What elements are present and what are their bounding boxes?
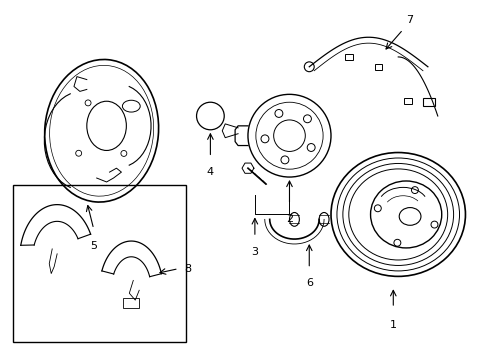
Bar <box>374 64 382 70</box>
Bar <box>404 98 411 104</box>
Text: 1: 1 <box>389 320 396 330</box>
Text: 8: 8 <box>184 264 191 274</box>
Text: 5: 5 <box>90 241 97 251</box>
Bar <box>344 54 352 60</box>
Text: 7: 7 <box>406 15 413 26</box>
Bar <box>123 298 139 308</box>
Text: 4: 4 <box>206 167 214 177</box>
Text: 2: 2 <box>285 215 292 224</box>
Text: 3: 3 <box>251 247 258 257</box>
Text: 6: 6 <box>305 278 312 288</box>
Bar <box>13 185 185 342</box>
Bar <box>422 98 434 106</box>
